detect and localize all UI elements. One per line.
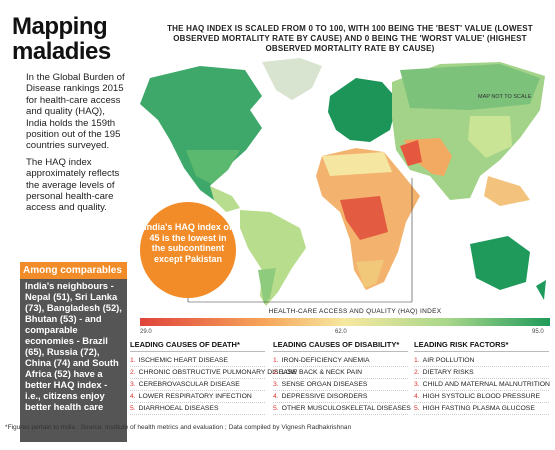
item-number: 3. — [414, 381, 420, 388]
list-item: 3. CHILD AND MATERNAL MALNUTRITION — [414, 379, 550, 391]
item-number: 4. — [414, 393, 420, 400]
item-text: SENSE ORGAN DISEASES — [281, 381, 368, 388]
legend-bar — [140, 318, 550, 326]
item-text: DIETARY RISKS — [422, 369, 474, 376]
list: LEADING RISK FACTORS* 1. AIR POLLUTION 2. DI… — [414, 340, 550, 415]
item-text: HIGH SYSTOLIC BLOOD PRESSURE — [422, 393, 541, 400]
land — [240, 210, 306, 306]
legend-label: 95.0 — [532, 329, 544, 335]
legend-label: 62.0 — [335, 329, 347, 335]
land — [400, 64, 540, 110]
list-item: 2. LOW BACK & NECK PAIN — [273, 367, 408, 379]
item-number: 4. — [273, 393, 279, 400]
callout-circle — [140, 202, 236, 298]
item-number: 3. — [273, 381, 279, 388]
map — [140, 58, 550, 326]
item-text: DEPRESSIVE DISORDERS — [281, 393, 368, 400]
item-text: HIGH FASTING PLASMA GLUCOSE — [422, 405, 535, 412]
item-number: 5. — [130, 405, 136, 412]
comparables-text: India's neighbours - Nepal (51), Sri Lan… — [25, 280, 122, 412]
land — [400, 140, 422, 166]
item-text: CHRONIC OBSTRUCTIVE PULMONARY DISEASE — [138, 369, 297, 376]
list-item: 5. HIGH FASTING PLASMA GLUCOSE — [414, 403, 549, 415]
list-heading: LEADING CAUSES OF DEATH* — [130, 340, 265, 352]
item-number: 5. — [414, 405, 420, 412]
footer: *Figures pertain to India ; Source: Inst… — [5, 424, 352, 431]
item-text: LOWER RESPIRATORY INFECTION — [138, 393, 252, 400]
comparables-box — [20, 262, 127, 442]
item-text: ISCHEMIC HEART DISEASE — [138, 357, 228, 364]
land — [328, 78, 398, 142]
land — [470, 236, 530, 290]
list-item: 2. DIETARY RISKS — [414, 367, 549, 379]
list-item: 2. CHRONIC OBSTRUCTIVE PULMONARY DISEASE — [130, 367, 297, 379]
item-number: 2. — [273, 369, 279, 376]
list-item: 1. IRON-DEFICIENCY ANEMIA — [273, 355, 408, 367]
list-item: 5. DIARRHOEAL DISEASES — [130, 403, 265, 415]
land — [356, 260, 384, 288]
item-text: DIARRHOEAL DISEASES — [138, 405, 219, 412]
item-number: 1. — [414, 357, 420, 364]
land — [186, 150, 240, 184]
list-item: 3. CEREBROVASCULAR DISEASE — [130, 379, 265, 391]
map-note: MAP NOT TO SCALE — [478, 94, 532, 100]
list-item: 4. LOWER RESPIRATORY INFECTION — [130, 391, 265, 403]
item-text: CEREBROVASCULAR DISEASE — [138, 381, 240, 388]
item-text: OTHER MUSCULOSKELETAL DISEASES — [281, 405, 411, 412]
land — [262, 58, 322, 100]
land — [340, 196, 388, 240]
comparables-heading: Among comparables — [20, 262, 127, 279]
callout-text: India's HAQ index of 45 is the lowest in… — [144, 222, 232, 264]
item-number: 1. — [130, 357, 136, 364]
land — [322, 152, 392, 176]
item-text: AIR POLLUTION — [422, 357, 475, 364]
item-number: 3. — [130, 381, 136, 388]
item-text: CHILD AND MATERNAL MALNUTRITION — [422, 381, 550, 388]
land — [258, 268, 276, 304]
title: Mapping maladies — [12, 13, 111, 65]
land — [210, 186, 240, 212]
list-item: 5. OTHER MUSCULOSKELETAL DISEASES — [273, 403, 411, 415]
list: LEADING CAUSES OF DEATH* 1. ISCHEMIC HEART… — [130, 340, 297, 415]
list-item: 1. ISCHEMIC HEART DISEASE — [130, 355, 265, 367]
land — [140, 66, 262, 206]
list-item: 4. HIGH SYSTOLIC BLOOD PRESSURE — [414, 391, 549, 403]
item-number: 1. — [273, 357, 279, 364]
list: LEADING CAUSES OF DISABILITY* 1. IRON-DEFI… — [273, 340, 411, 415]
item-text: IRON-DEFICIENCY ANEMIA — [281, 357, 370, 364]
list-heading: LEADING CAUSES OF DISABILITY* — [273, 340, 408, 352]
legend-title: HEALTH-CARE ACCESS AND QUALITY (HAQ) IND… — [268, 308, 442, 315]
list-item: 4. DEPRESSIVE DISORDERS — [273, 391, 408, 403]
intro: In the Global Burden of Disease rankings… — [26, 72, 126, 219]
item-text: LOW BACK & NECK PAIN — [281, 369, 362, 376]
intro-paragraph: In the Global Burden of Disease rankings… — [26, 72, 125, 152]
intro-paragraph: The HAQ index approximately reflects the… — [26, 156, 120, 214]
item-number: 2. — [130, 369, 136, 376]
list-item: 1. AIR POLLUTION — [414, 355, 549, 367]
list-item: 3. SENSE ORGAN DISEASES — [273, 379, 408, 391]
item-number: 2. — [414, 369, 420, 376]
item-number: 4. — [130, 393, 136, 400]
list-heading: LEADING RISK FACTORS* — [414, 340, 549, 352]
legend-label: 29.0 — [140, 329, 152, 335]
land — [468, 116, 512, 158]
land — [536, 280, 546, 300]
land — [484, 176, 530, 206]
map-header: THE HAQ INDEX IS SCALED FROM 0 TO 100, W… — [167, 24, 533, 53]
item-number: 5. — [273, 405, 279, 412]
